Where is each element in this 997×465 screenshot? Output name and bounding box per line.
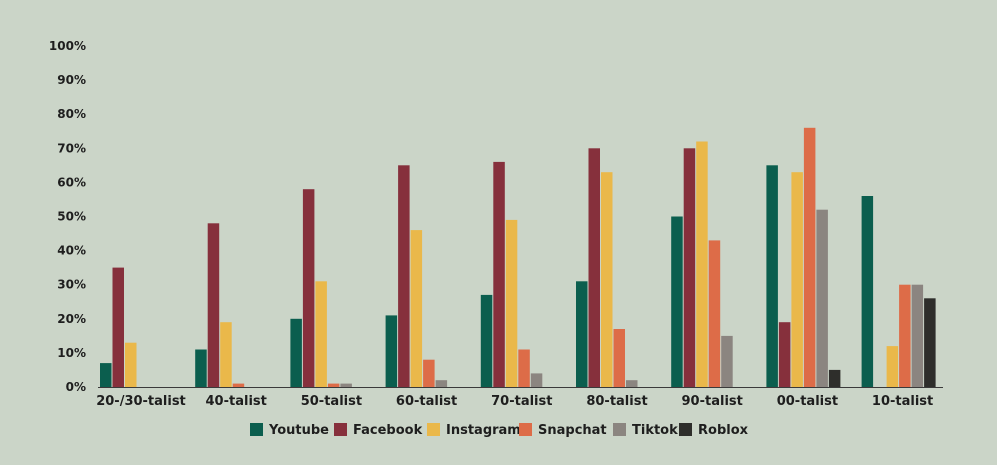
legend-swatch: [334, 423, 347, 436]
bar-instagram: [886, 346, 899, 387]
legend-swatch: [519, 423, 532, 436]
y-tick-label: 80%: [57, 107, 86, 121]
bar-facebook: [112, 267, 124, 387]
y-tick-label: 30%: [57, 278, 86, 292]
x-tick-label: 20-/30-talist: [96, 394, 186, 409]
x-tick-label: 70-talist: [491, 394, 552, 409]
bar-facebook: [683, 148, 696, 387]
y-axis-ticks: 0% 10% 20% 30% 40% 50% 60% 70% 80% 90% 100%: [49, 39, 86, 394]
legend-label: Youtube: [268, 423, 329, 438]
bar-instagram: [505, 219, 518, 387]
bar-roblox: [924, 298, 936, 387]
y-tick-label: 50%: [57, 210, 86, 224]
bar-snapchat: [613, 329, 625, 387]
x-tick-label: 50-talist: [301, 394, 362, 409]
bar-youtube: [576, 281, 588, 387]
bar-snapchat: [899, 284, 911, 387]
bar-youtube: [290, 318, 302, 387]
bar-instagram: [315, 281, 327, 387]
legend-label: Snapchat: [538, 423, 607, 438]
y-tick-label: 70%: [57, 141, 86, 155]
y-tick-label: 0%: [66, 380, 86, 394]
bar-roblox: [828, 369, 841, 387]
y-tick-label: 10%: [57, 346, 86, 360]
legend-label: Roblox: [698, 423, 749, 438]
legend-swatch: [679, 423, 692, 436]
bar-instagram: [410, 230, 423, 387]
bar-tiktok: [340, 383, 352, 387]
legend-label: Tiktok: [632, 423, 678, 438]
bar-facebook: [493, 161, 505, 387]
legend-label: Instagram: [446, 423, 521, 438]
x-axis-labels: 20-/30-talist 40-talist 50-talist 60-talist…: [96, 394, 933, 409]
legend-swatch: [613, 423, 626, 436]
bar-youtube: [861, 196, 874, 387]
x-tick-label: 90-talist: [682, 394, 743, 409]
bar-snapchat: [518, 349, 530, 387]
bar-snapchat: [708, 240, 721, 387]
legend-swatch: [250, 423, 263, 436]
bar-tiktok: [626, 380, 638, 387]
bar-facebook: [398, 165, 410, 387]
bar-instagram: [601, 172, 613, 387]
y-tick-label: 60%: [57, 175, 86, 189]
bar-instagram: [220, 322, 232, 387]
bar-facebook: [588, 148, 600, 387]
bar-facebook: [778, 322, 791, 387]
bar-facebook: [302, 189, 315, 387]
bar-snapchat: [327, 383, 340, 387]
bar-youtube: [480, 294, 493, 387]
x-tick-label: 80-talist: [586, 394, 647, 409]
x-tick-label: 60-talist: [396, 394, 457, 409]
x-tick-label: 00-talist: [777, 394, 838, 409]
legend-swatch: [427, 423, 440, 436]
legend-label: Facebook: [353, 423, 423, 438]
x-tick-label: 40-talist: [206, 394, 267, 409]
bar-youtube: [195, 349, 207, 387]
bar-youtube: [100, 363, 112, 387]
legend: Youtube Facebook Instagram Snapchat Tiktok Ro…: [250, 423, 749, 438]
bar-youtube: [671, 216, 683, 387]
bar-tiktok: [816, 209, 828, 387]
bar-tiktok: [911, 284, 924, 387]
bar-tiktok: [435, 380, 448, 387]
bar-snapchat: [232, 383, 245, 387]
bar-tiktok: [530, 373, 543, 387]
bars-group: [100, 127, 936, 388]
bar-tiktok: [721, 335, 733, 387]
x-tick-label: 10-talist: [872, 394, 933, 409]
bar-facebook: [207, 223, 220, 387]
bar-instagram: [791, 172, 803, 387]
y-tick-label: 90%: [57, 73, 86, 87]
bar-instagram: [696, 141, 708, 387]
bar-youtube: [766, 165, 778, 387]
bar-instagram: [125, 342, 137, 387]
bar-snapchat: [803, 127, 816, 388]
bar-youtube: [385, 315, 398, 387]
bar-snapchat: [423, 359, 435, 387]
y-tick-label: 100%: [49, 39, 86, 53]
y-tick-label: 40%: [57, 244, 86, 258]
y-tick-label: 20%: [57, 312, 86, 326]
